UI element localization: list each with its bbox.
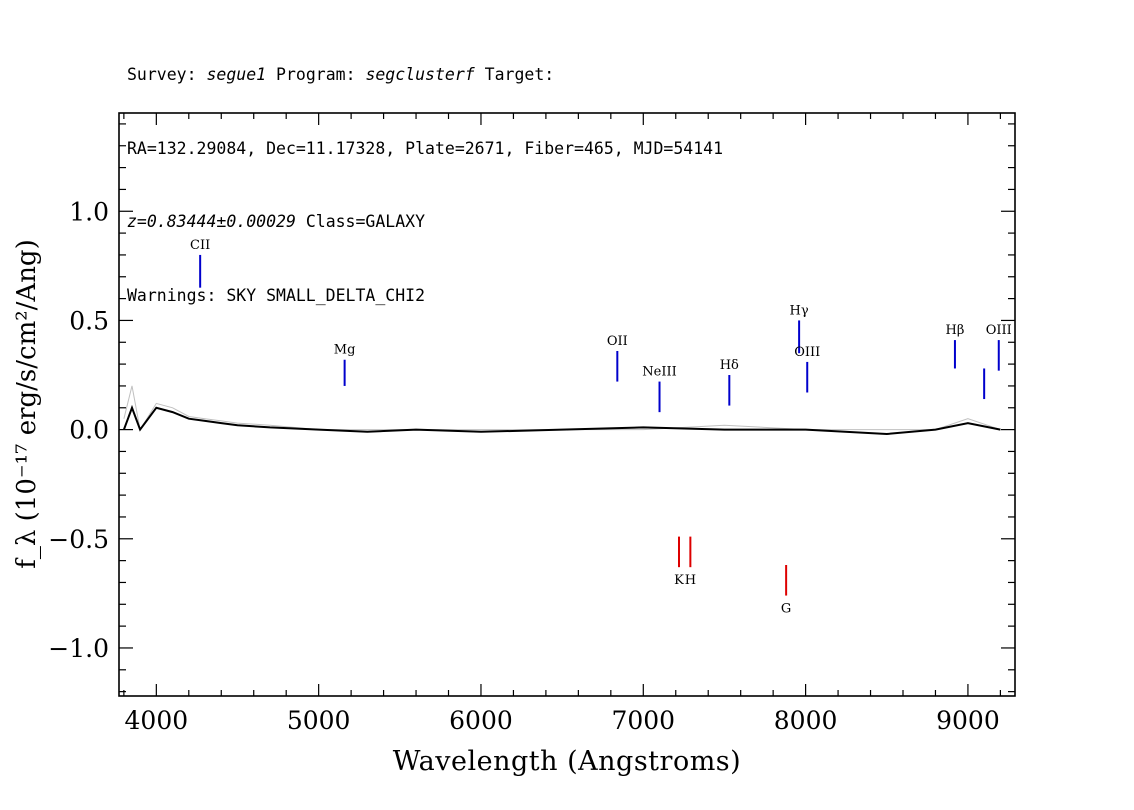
tick-layer: 4000 5000 6000 7000 8000 9000 −1.0 −0.5 0.0 0.5 1.… — [48, 113, 1015, 735]
spectrum-header: Survey: segue1 Program: segclusterf Targ… — [127, 14, 723, 333]
x-tick-label: 7000 — [611, 706, 675, 735]
header-line-survey: Survey: segue1 Program: segclusterf Targ… — [127, 63, 723, 88]
x-tick-label: 5000 — [287, 706, 351, 735]
target-label: Target: — [474, 65, 555, 84]
line-marker-label: Mg — [334, 343, 356, 358]
x-tick-label: 8000 — [774, 706, 838, 735]
header-line-coordinates: RA=132.29084, Dec=11.17328, Plate=2671, … — [127, 138, 724, 158]
y-tick-label: 1.0 — [69, 197, 109, 226]
survey-label: Survey: — [127, 65, 207, 84]
annotation-layer: CII Mg OII NeIII Hδ Hγ OIII Hβ OIII K H G — [190, 238, 1012, 617]
plot-frame — [118, 112, 1016, 697]
line-marker-label: OII — [607, 334, 628, 349]
redshift-value: z=0.83444±0.00029 — [127, 212, 296, 231]
class-value: Class=GALAXY — [295, 212, 426, 231]
line-marker-label: OIII — [986, 323, 1012, 338]
program-value: segclusterf — [365, 65, 475, 84]
line-marker-label: H — [685, 573, 696, 588]
line-marker-label: Hδ — [720, 358, 739, 373]
y-tick-label: 0.0 — [69, 416, 109, 445]
x-axis-label: Wavelength (Angstroms) — [393, 746, 741, 777]
y-tick-label: −0.5 — [48, 525, 109, 554]
survey-value: segue1 — [206, 65, 267, 84]
line-marker-label: Hγ — [790, 303, 809, 318]
x-tick-label: 4000 — [125, 706, 189, 735]
line-marker-label: K — [674, 573, 684, 588]
header-line-redshift: z=0.83444±0.00029 Class=GALAXY — [127, 210, 723, 235]
line-marker-label: G — [781, 602, 791, 617]
line-marker-label: CII — [190, 238, 210, 253]
x-tick-label: 6000 — [449, 706, 513, 735]
series-layer — [122, 385, 1001, 436]
line-marker-label: NeIII — [642, 365, 676, 380]
series-line-2 — [122, 404, 1001, 436]
line-marker-label: OIII — [794, 345, 820, 360]
x-tick-label: 9000 — [936, 706, 1000, 735]
line-marker-label: Hβ — [946, 323, 965, 338]
y-tick-label: −1.0 — [48, 634, 109, 663]
y-tick-label: 0.5 — [69, 306, 109, 335]
header-line-warnings: Warnings: SKY SMALL_DELTA_CHI2 — [127, 285, 426, 305]
y-axis-label: f_λ (10⁻¹⁷ erg/s/cm²/Ang) — [12, 239, 42, 568]
series-line-1 — [123, 385, 1001, 431]
program-label: Program: — [266, 65, 366, 84]
